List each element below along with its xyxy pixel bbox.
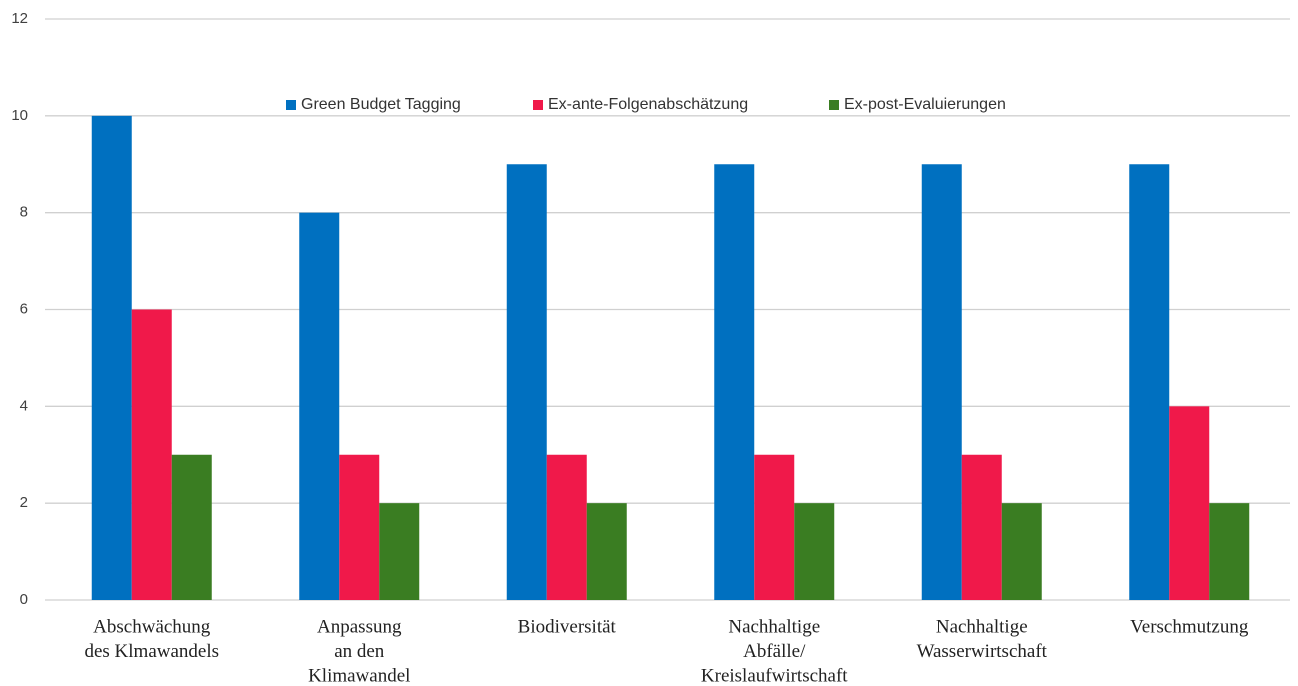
- legend-label: Ex-post-Evaluierungen: [844, 96, 1006, 113]
- y-tick-label: 0: [20, 591, 28, 608]
- x-tick-label: Nachhaltige: [936, 616, 1028, 637]
- bar: [714, 164, 755, 600]
- x-tick-label: Wasserwirtschaft: [917, 641, 1048, 662]
- legend-swatch: [286, 100, 296, 110]
- x-tick-label: Klimawandel: [308, 665, 410, 686]
- x-tick-label: Verschmutzung: [1130, 616, 1249, 637]
- legend-swatch: [533, 100, 543, 110]
- bar: [1129, 164, 1170, 600]
- legend-label: Ex-ante-Folgenabschätzung: [548, 96, 748, 113]
- y-tick-label: 4: [20, 397, 28, 414]
- x-tick-label: Abfälle/: [743, 641, 806, 662]
- legend-label: Green Budget Tagging: [301, 96, 461, 113]
- bar: [131, 309, 172, 600]
- x-tick-label: des Klmawandels: [84, 641, 219, 662]
- y-tick-label: 8: [20, 204, 28, 221]
- bar: [379, 503, 420, 600]
- bar: [1169, 406, 1210, 600]
- legend-swatch: [829, 100, 839, 110]
- bar: [1209, 503, 1250, 600]
- x-tick-label: Kreislaufwirtschaft: [701, 665, 848, 686]
- bar: [91, 115, 132, 600]
- bar: [921, 164, 962, 600]
- y-tick-label: 10: [11, 107, 28, 124]
- bar: [546, 454, 587, 600]
- bar: [586, 503, 627, 600]
- x-tick-label: an den: [334, 641, 385, 662]
- bar: [961, 454, 1002, 600]
- y-tick-label: 12: [11, 10, 28, 27]
- bar: [794, 503, 835, 600]
- y-tick-label: 2: [20, 494, 28, 511]
- x-tick-label: Nachhaltige: [728, 616, 820, 637]
- bar: [339, 454, 380, 600]
- bar: [506, 164, 547, 600]
- x-tick-label: Biodiversität: [518, 616, 617, 637]
- bar: [171, 454, 212, 600]
- bar: [1001, 503, 1042, 600]
- bar: [754, 454, 795, 600]
- bar: [299, 212, 340, 600]
- x-tick-label: Abschwächung: [93, 616, 211, 637]
- x-tick-label: Anpassung: [317, 616, 402, 637]
- y-tick-label: 6: [20, 300, 28, 317]
